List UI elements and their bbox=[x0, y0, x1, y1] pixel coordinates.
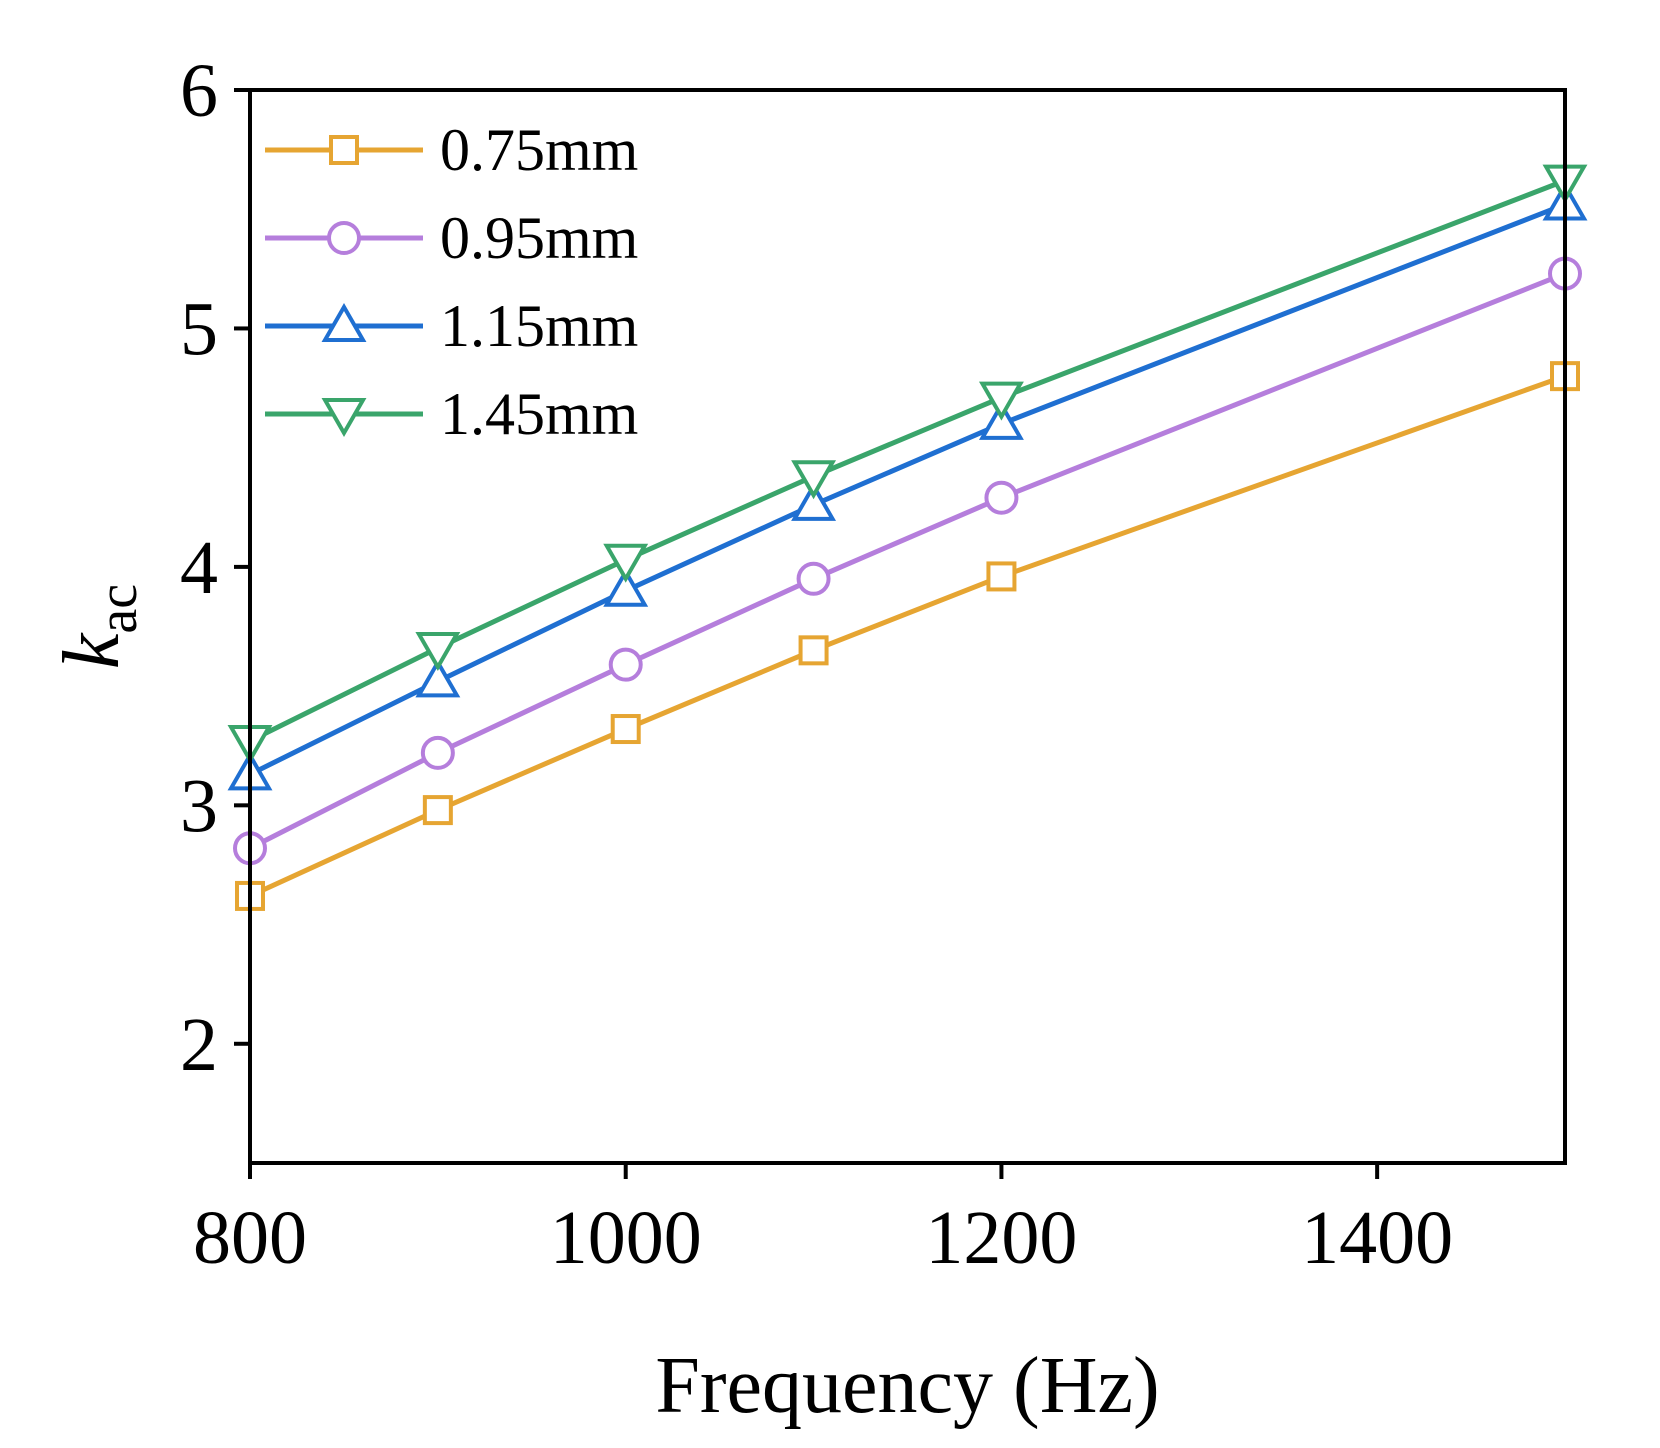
x-tick-label: 800 bbox=[193, 1196, 307, 1280]
ticks-layer: 800 1000 1200 1400 2 3 4 5 6 bbox=[180, 49, 1453, 1280]
y-axis-title-main: k bbox=[48, 632, 136, 669]
data-point bbox=[415, 631, 461, 671]
data-point bbox=[796, 561, 831, 596]
data-point bbox=[791, 460, 837, 500]
legend-marker bbox=[329, 135, 359, 165]
legend-item: 0.75mm bbox=[265, 117, 638, 183]
data-point bbox=[984, 480, 1019, 515]
x-tick-label: 1200 bbox=[925, 1196, 1077, 1280]
data-point bbox=[603, 543, 649, 583]
y-axis-title-sub: ac bbox=[87, 584, 149, 634]
data-point bbox=[422, 795, 453, 826]
x-tick-label: 1400 bbox=[1301, 1196, 1453, 1280]
plot-frame bbox=[248, 88, 1567, 1165]
y-axis-title: kac bbox=[48, 584, 149, 669]
y-tick-label: 3 bbox=[180, 764, 218, 848]
data-point bbox=[603, 567, 649, 607]
legend-label: 1.45mm bbox=[440, 381, 638, 447]
legend-label: 0.95mm bbox=[440, 205, 638, 271]
y-tick-label: 2 bbox=[180, 1003, 218, 1087]
x-tick-label: 1000 bbox=[550, 1196, 702, 1280]
legend-marker bbox=[321, 302, 367, 342]
data-point bbox=[415, 658, 461, 698]
y-tick-label: 4 bbox=[180, 526, 218, 610]
data-point bbox=[978, 381, 1024, 421]
legend-marker bbox=[327, 221, 361, 255]
data-point bbox=[791, 481, 837, 521]
series-layer bbox=[227, 164, 1588, 911]
data-point bbox=[420, 735, 455, 770]
data-point bbox=[610, 714, 641, 745]
data-point bbox=[608, 647, 643, 682]
legend-label: 1.15mm bbox=[440, 293, 638, 359]
legend-marker bbox=[321, 398, 367, 438]
legend-item: 1.45mm bbox=[265, 381, 638, 447]
series-line bbox=[248, 373, 1566, 899]
legend-item: 1.15mm bbox=[265, 293, 638, 359]
y-tick-label: 5 bbox=[180, 287, 218, 371]
data-point bbox=[798, 635, 829, 666]
legend-label: 0.75mm bbox=[440, 117, 638, 183]
y-tick-label: 6 bbox=[180, 49, 218, 133]
data-point bbox=[986, 561, 1017, 592]
data-point bbox=[978, 400, 1024, 440]
x-axis-title: Frequency (Hz) bbox=[655, 1342, 1159, 1430]
series-line bbox=[248, 202, 1566, 777]
series-line bbox=[248, 178, 1566, 744]
series-line bbox=[248, 271, 1566, 851]
legend: 0.75mm 0.95mm 1.15mm 1.45mm bbox=[265, 117, 638, 447]
legend-item: 0.95mm bbox=[265, 205, 638, 271]
